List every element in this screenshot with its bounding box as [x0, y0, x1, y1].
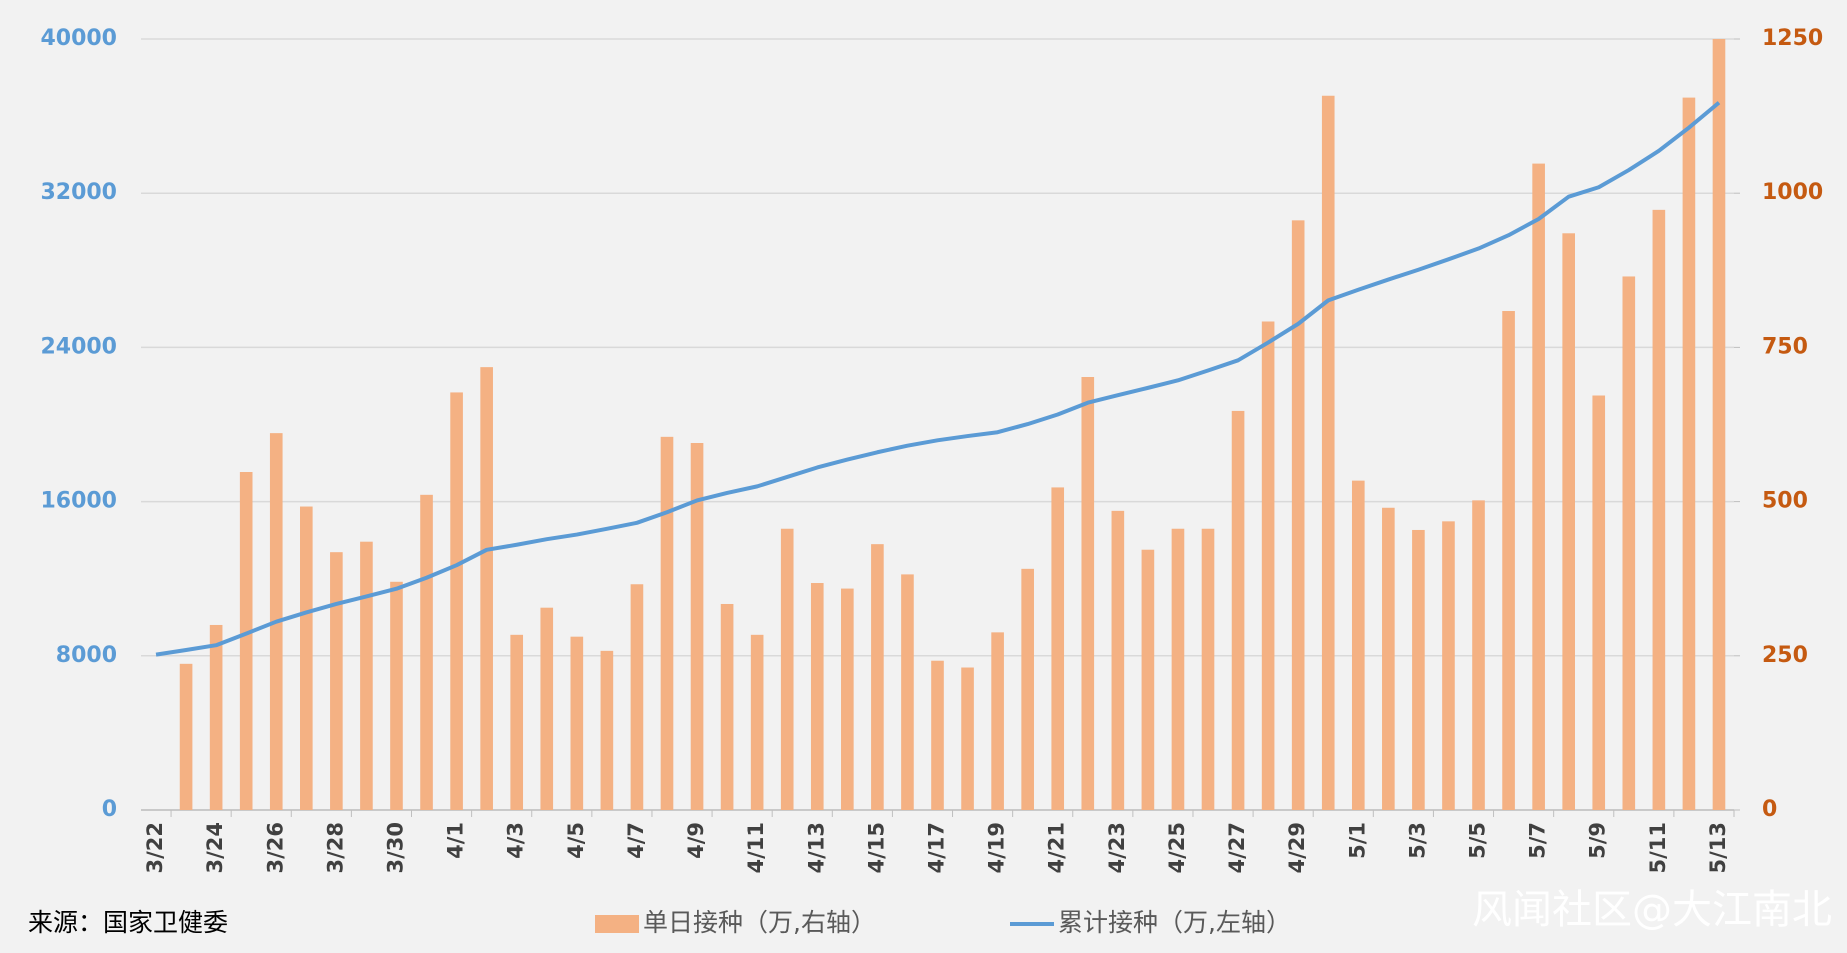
bar	[1562, 233, 1576, 811]
x-tick-label: 4/11	[744, 822, 768, 874]
x-tick-label: 4/23	[1105, 822, 1129, 874]
bar	[780, 528, 794, 810]
line	[155, 101, 1721, 657]
bar	[660, 436, 674, 810]
bar	[630, 584, 644, 810]
bar	[1592, 395, 1606, 810]
bar	[1261, 321, 1275, 810]
bar	[961, 667, 974, 810]
bar	[1171, 528, 1185, 810]
x-tick-label: 4/5	[564, 822, 588, 859]
x-tick-label: 3/28	[323, 822, 347, 874]
bar	[1382, 507, 1395, 810]
x-tick-label: 4/19	[985, 822, 1009, 874]
x-tick-label: 4/13	[804, 822, 828, 874]
bar	[480, 367, 493, 810]
y-tick-label: 0	[102, 797, 117, 822]
x-tick-label: 5/11	[1646, 822, 1670, 874]
bar	[330, 552, 343, 810]
x-tick-label: 3/26	[263, 822, 287, 874]
bar	[239, 471, 253, 810]
x-tick-label: 4/7	[624, 822, 648, 859]
bar	[690, 443, 704, 810]
x-tick-label: 4/21	[1045, 822, 1069, 874]
bar	[540, 607, 554, 810]
watermark: 风闻社区@大江南北	[1472, 887, 1832, 933]
x-tick-label: 4/3	[504, 822, 528, 859]
bar	[901, 574, 914, 810]
legend-label: 单日接种（万,右轴）	[643, 908, 876, 937]
bar	[720, 603, 734, 810]
legend-swatch	[595, 915, 639, 933]
bar	[1622, 276, 1636, 810]
source-note: 来源：国家卫健委	[28, 908, 228, 937]
bar	[1201, 528, 1215, 810]
bar	[1051, 487, 1065, 810]
bar	[420, 494, 433, 810]
x-tick-label: 5/7	[1526, 822, 1550, 859]
bar	[1291, 220, 1305, 810]
bar	[1502, 311, 1515, 810]
y-tick-label: 24000	[40, 334, 117, 359]
legend-label: 累计接种（万,左轴）	[1058, 908, 1291, 937]
x-tick-label: 4/25	[1165, 822, 1189, 874]
y2-tick-label: 0	[1762, 797, 1777, 822]
bar	[179, 663, 193, 810]
bar	[871, 544, 884, 810]
bar	[299, 506, 313, 810]
x-tick-label: 5/13	[1706, 822, 1730, 874]
y2-tick-label: 1000	[1762, 180, 1823, 205]
bar	[510, 634, 524, 810]
x-tick-label: 4/15	[864, 822, 888, 874]
bar	[209, 624, 223, 810]
bar	[1682, 97, 1696, 810]
x-tick-label: 4/1	[444, 822, 468, 859]
bar	[1081, 377, 1095, 810]
bar	[450, 392, 463, 810]
y2-tick-label: 750	[1762, 334, 1808, 359]
bar	[570, 636, 584, 810]
bar	[390, 581, 403, 810]
bar	[1141, 549, 1155, 810]
bar	[750, 634, 764, 810]
y2-tick-label: 1250	[1762, 26, 1823, 51]
x-tick-label: 5/5	[1466, 822, 1490, 859]
bar	[1412, 529, 1425, 810]
bar	[810, 583, 824, 810]
x-tick-label: 3/22	[143, 822, 167, 874]
bar	[1442, 521, 1455, 810]
bar	[360, 541, 373, 810]
bar	[1021, 568, 1034, 810]
x-tick-label: 3/24	[203, 822, 227, 874]
x-tick-label: 5/1	[1345, 822, 1369, 859]
bar	[931, 660, 944, 810]
bar	[1321, 95, 1335, 810]
x-tick-label: 5/3	[1405, 822, 1429, 859]
bar	[1472, 500, 1485, 810]
bar	[1532, 163, 1545, 810]
x-tick-label: 4/29	[1285, 822, 1309, 874]
y-tick-label: 16000	[40, 489, 117, 514]
bar	[1111, 510, 1125, 810]
y-tick-label: 40000	[40, 26, 117, 51]
bar	[1652, 209, 1666, 810]
bar	[1351, 480, 1365, 810]
bar	[600, 650, 614, 810]
bar	[991, 632, 1004, 810]
y2-tick-label: 250	[1762, 643, 1808, 668]
bar	[1231, 410, 1245, 810]
x-tick-label: 3/30	[383, 822, 407, 874]
y-tick-label: 32000	[40, 180, 117, 205]
x-tick-label: 4/27	[1225, 822, 1249, 874]
y2-tick-label: 500	[1762, 489, 1808, 514]
x-tick-label: 4/9	[684, 822, 708, 859]
x-tick-label: 5/9	[1586, 822, 1610, 859]
bar	[841, 588, 854, 810]
y-tick-label: 8000	[56, 643, 117, 668]
bar	[1712, 39, 1726, 810]
x-tick-label: 4/17	[925, 822, 949, 874]
